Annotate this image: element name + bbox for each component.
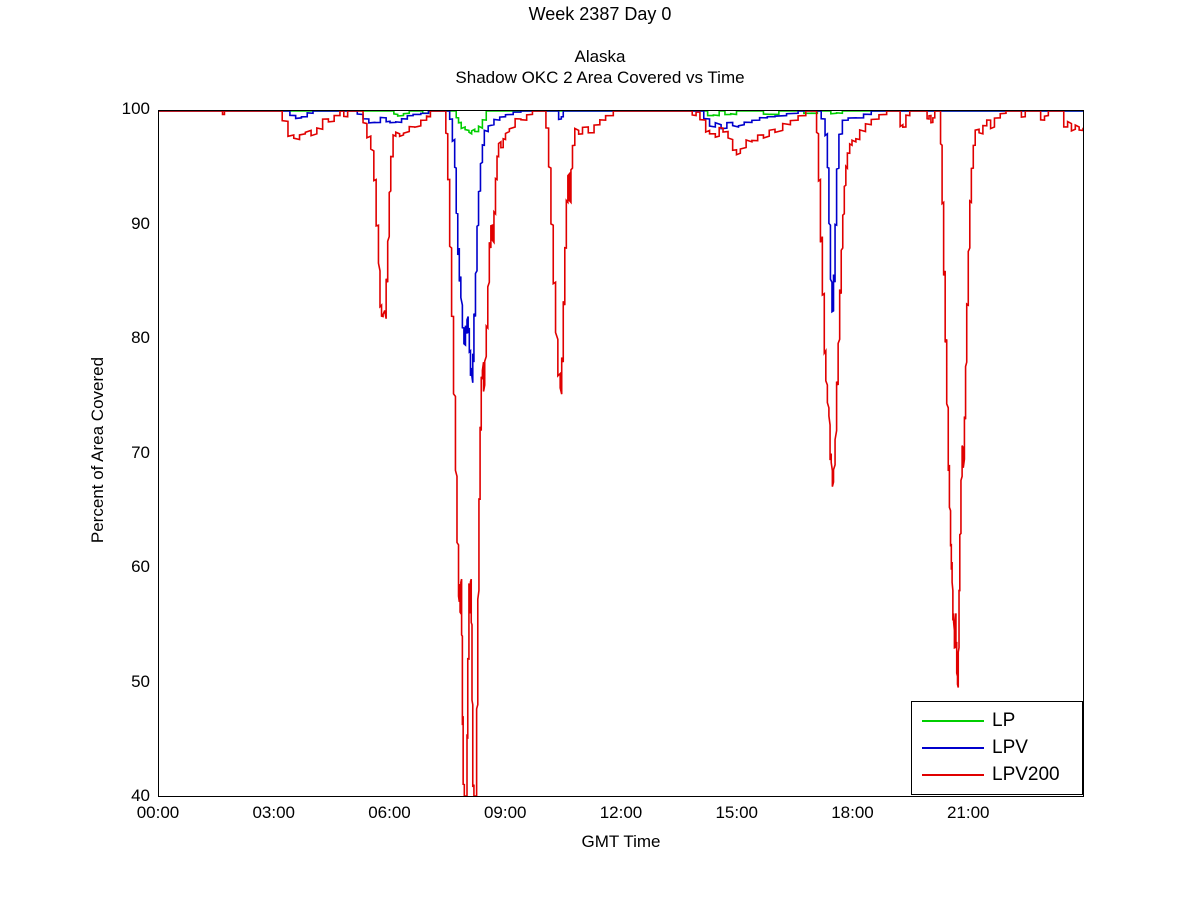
x-tick-label: 03:00	[252, 803, 296, 822]
x-tick-label: 18:00	[831, 803, 874, 822]
y-tick-label: 60	[131, 557, 150, 576]
figure-suptitle: Week 2387 Day 0	[528, 4, 672, 24]
x-tick-label: 00:00	[136, 803, 180, 822]
y-tick-label: 90	[131, 213, 150, 233]
series-line-lp	[159, 111, 1083, 136]
legend-label: LPV200	[992, 764, 1060, 785]
legend-swatch-lpv	[922, 747, 984, 749]
y-tick-label: 50	[131, 671, 150, 691]
series-line-lpv	[159, 111, 1083, 383]
x-tick-label: 15:00	[715, 803, 759, 822]
series-line-lpv200	[159, 111, 1083, 796]
y-tick-label: 80	[131, 328, 150, 347]
legend-item-lp[interactable]: LP	[912, 708, 1084, 734]
legend-label: LP	[992, 710, 1016, 731]
legend-swatch-lp	[922, 720, 984, 722]
plot-area	[158, 110, 1084, 797]
x-tick-label: 09:00	[483, 803, 527, 822]
y-tick-label: 40	[131, 786, 150, 805]
series-lines	[159, 111, 1083, 796]
x-tick-label: 21:00	[946, 803, 990, 822]
legend-label: LPV	[992, 737, 1028, 758]
chart-title-line2: Shadow OKC 2 Area Covered vs Time	[455, 68, 745, 87]
chart-title-line1: Alaska	[574, 47, 626, 66]
y-tick-label: 70	[131, 442, 150, 462]
x-tick-label: 12:00	[599, 803, 643, 822]
chart-title: Alaska Shadow OKC 2 Area Covered vs Time	[0, 46, 1200, 88]
x-tick-label: 06:00	[368, 803, 411, 822]
legend-box: LP LPV LPV200	[911, 701, 1083, 795]
legend-swatch-lpv200	[922, 774, 984, 776]
legend-item-lpv[interactable]: LPV	[912, 735, 1084, 761]
x-axis-label: GMT Time	[581, 832, 661, 851]
legend-item-lpv200[interactable]: LPV200	[912, 762, 1084, 788]
y-tick-label: 100	[121, 99, 150, 118]
